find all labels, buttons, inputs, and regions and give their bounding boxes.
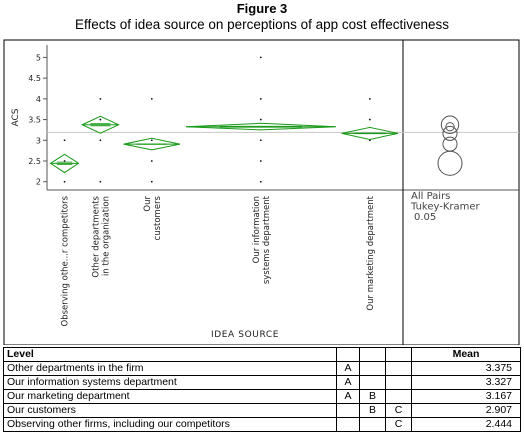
level-cell: Our information systems department bbox=[3, 375, 337, 390]
table-header-row: Level Mean bbox=[3, 347, 521, 362]
category-group: Observing othe...r competitors bbox=[49, 139, 80, 327]
y-tick-label: 3 bbox=[36, 136, 41, 145]
category-label: Our informationsystems department bbox=[252, 195, 272, 284]
data-point bbox=[259, 180, 262, 183]
data-point bbox=[63, 139, 66, 142]
category-label: Our marketing department bbox=[366, 195, 376, 310]
data-point bbox=[368, 118, 371, 121]
category-group: Ourcustomers bbox=[123, 97, 181, 240]
header-mean: Mean bbox=[411, 347, 521, 362]
y-tick-label: 5 bbox=[36, 53, 41, 62]
data-point bbox=[259, 118, 262, 121]
category-label-line: in the organization bbox=[101, 196, 111, 276]
level-cell: Our marketing department bbox=[3, 389, 337, 404]
category-group: Our marketing department bbox=[341, 97, 399, 311]
table-row: Our customers B C 2.907 bbox=[3, 403, 521, 418]
table-row: Our information systems department A 3.3… bbox=[3, 375, 521, 390]
y-tick-label: 3.5 bbox=[28, 116, 41, 125]
table-row: Other departments in the firm A 3.375 bbox=[3, 361, 521, 376]
group-letter-cell: B bbox=[359, 403, 386, 418]
category-label-line: customers bbox=[153, 195, 163, 240]
data-point bbox=[259, 139, 262, 142]
group-letter-cell bbox=[385, 389, 412, 404]
group-letter-cell: A bbox=[336, 361, 360, 376]
y-tick-label: 4.5 bbox=[28, 74, 41, 83]
y-tick-label: 2.5 bbox=[28, 157, 41, 166]
category-label-line: Our bbox=[143, 196, 153, 212]
data-point bbox=[150, 97, 153, 100]
figure-title: Figure 3 bbox=[236, 1, 288, 16]
comparison-method-label: Tukey-Kramer bbox=[410, 202, 481, 213]
comparison-method-label: 0.05 bbox=[414, 212, 436, 223]
group-letter-cell: B bbox=[359, 389, 386, 404]
connecting-letters-table: Level Mean Other departments in the firm… bbox=[3, 347, 521, 432]
data-point bbox=[99, 97, 102, 100]
table-row: Observing other firms, including our com… bbox=[3, 417, 521, 432]
category-label: Observing othe...r competitors bbox=[61, 195, 71, 326]
data-point bbox=[150, 180, 153, 183]
category-label: Other departmentsin the organization bbox=[91, 195, 111, 277]
header-group-3 bbox=[385, 347, 412, 362]
category-group: Other departmentsin the organization bbox=[80, 97, 120, 278]
category-label-line: systems department bbox=[262, 195, 272, 284]
comparison-circle bbox=[440, 115, 460, 134]
header-group-1 bbox=[336, 347, 360, 362]
data-point bbox=[150, 139, 153, 142]
y-tick-label: 4 bbox=[36, 95, 41, 104]
group-letter-cell bbox=[359, 361, 386, 376]
data-point bbox=[150, 160, 153, 162]
data-point bbox=[259, 160, 262, 162]
comparison-circle bbox=[442, 125, 458, 141]
table-row: Our marketing department A B 3.167 bbox=[3, 389, 521, 404]
data-point bbox=[99, 139, 102, 142]
data-point bbox=[259, 56, 262, 59]
group-letter-cell: A bbox=[336, 389, 360, 404]
category-label-line: Observing othe...r competitors bbox=[61, 195, 71, 326]
category-label-line: Our information bbox=[252, 196, 262, 263]
category-label-line: Our marketing department bbox=[366, 195, 376, 310]
category-group: Our informationsystems department bbox=[185, 56, 336, 284]
y-axis-title: ACS bbox=[11, 108, 21, 126]
group-letter-cell bbox=[336, 403, 360, 418]
oneway-chart: 2 2.5 3 3.5 4 4.5 5 ACS Observing othe...r compe… bbox=[3, 39, 520, 345]
mean-cell: 3.167 bbox=[411, 389, 521, 404]
group-letter-cell: C bbox=[385, 403, 412, 418]
comparison-method-label: All Pairs bbox=[411, 191, 450, 202]
comparison-circle bbox=[445, 122, 455, 132]
group-letter-cell bbox=[359, 375, 386, 390]
data-point bbox=[63, 160, 66, 162]
level-cell: Observing other firms, including our com… bbox=[3, 417, 337, 432]
header-group-2 bbox=[359, 347, 386, 362]
y-tick-label: 2 bbox=[36, 178, 41, 187]
data-point bbox=[259, 97, 262, 100]
group-letter-cell: C bbox=[385, 417, 412, 432]
level-cell: Other departments in the firm bbox=[3, 361, 337, 376]
figure-subtitle: Effects of idea source on perceptions of… bbox=[75, 17, 449, 32]
data-point bbox=[99, 180, 102, 183]
x-axis-title: IDEA SOURCE bbox=[211, 330, 279, 340]
data-point bbox=[368, 97, 371, 100]
category-label: Ourcustomers bbox=[143, 195, 163, 240]
data-point bbox=[63, 180, 66, 183]
mean-cell: 3.375 bbox=[411, 361, 521, 376]
category-label-line: Other departments bbox=[91, 195, 101, 277]
mean-cell: 2.444 bbox=[411, 417, 521, 432]
group-letter-cell bbox=[359, 417, 386, 432]
mean-cell: 3.327 bbox=[411, 375, 521, 390]
group-letter-cell bbox=[385, 361, 412, 376]
comparison-circle bbox=[442, 136, 458, 152]
level-cell: Our customers bbox=[3, 403, 337, 418]
mean-cell: 2.907 bbox=[411, 403, 521, 418]
data-point bbox=[99, 118, 102, 121]
header-level: Level bbox=[3, 347, 337, 362]
comparison-circle bbox=[437, 150, 463, 176]
group-letter-cell bbox=[336, 417, 360, 432]
group-letter-cell bbox=[385, 375, 412, 390]
group-letter-cell: A bbox=[336, 375, 360, 390]
plot-frame bbox=[3, 39, 520, 345]
